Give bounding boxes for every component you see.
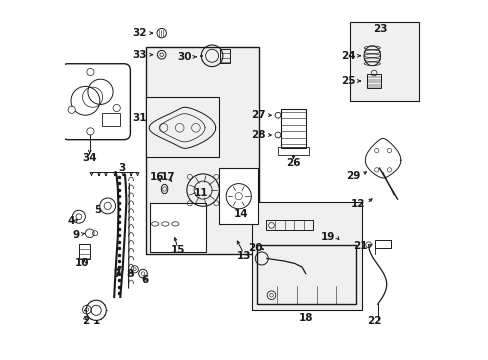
Text: 21: 21 <box>353 240 367 251</box>
Text: 13: 13 <box>236 251 250 261</box>
Text: 16: 16 <box>150 172 164 182</box>
Text: 6: 6 <box>142 275 149 285</box>
Bar <box>265 220 312 230</box>
Circle shape <box>86 300 106 320</box>
Bar <box>145 97 219 157</box>
Bar <box>280 109 306 148</box>
Text: 18: 18 <box>299 312 313 323</box>
Text: 32: 32 <box>132 28 146 38</box>
Bar <box>220 49 230 63</box>
Bar <box>349 22 418 101</box>
Circle shape <box>100 198 115 214</box>
Text: 11: 11 <box>194 188 208 198</box>
Text: 30: 30 <box>177 52 191 62</box>
Text: 15: 15 <box>170 245 185 255</box>
Text: 3: 3 <box>118 163 125 174</box>
Text: 33: 33 <box>132 50 146 60</box>
Circle shape <box>87 68 94 76</box>
Text: 10: 10 <box>75 258 90 268</box>
Bar <box>79 244 89 259</box>
Text: 2: 2 <box>81 316 89 326</box>
FancyBboxPatch shape <box>61 64 130 140</box>
Circle shape <box>87 128 94 135</box>
Text: 9: 9 <box>72 230 80 240</box>
Bar <box>219 168 258 224</box>
Text: 27: 27 <box>250 110 265 120</box>
Bar <box>145 47 258 254</box>
Text: 4: 4 <box>68 216 75 226</box>
Text: 1: 1 <box>93 316 101 326</box>
Bar <box>149 203 205 252</box>
Text: 29: 29 <box>346 171 360 181</box>
Bar <box>257 245 355 304</box>
Bar <box>102 113 120 126</box>
Text: 5: 5 <box>94 204 102 215</box>
Bar <box>277 147 309 155</box>
Text: 28: 28 <box>250 130 265 140</box>
Circle shape <box>68 106 75 113</box>
Circle shape <box>113 104 120 112</box>
Text: 25: 25 <box>340 76 355 86</box>
Bar <box>374 240 390 248</box>
Text: 17: 17 <box>161 172 175 182</box>
Text: 20: 20 <box>247 243 262 253</box>
Text: 26: 26 <box>285 158 300 168</box>
Text: 34: 34 <box>82 153 97 163</box>
Text: 22: 22 <box>367 316 381 326</box>
Text: 8: 8 <box>126 269 134 279</box>
Text: 7: 7 <box>113 269 120 279</box>
Text: 23: 23 <box>372 24 387 34</box>
Bar <box>251 202 361 310</box>
Text: 12: 12 <box>350 199 365 210</box>
Text: 19: 19 <box>321 232 335 242</box>
Text: 24: 24 <box>340 51 355 61</box>
Text: 14: 14 <box>233 209 248 219</box>
Bar <box>366 74 381 88</box>
Text: 31: 31 <box>132 113 146 123</box>
